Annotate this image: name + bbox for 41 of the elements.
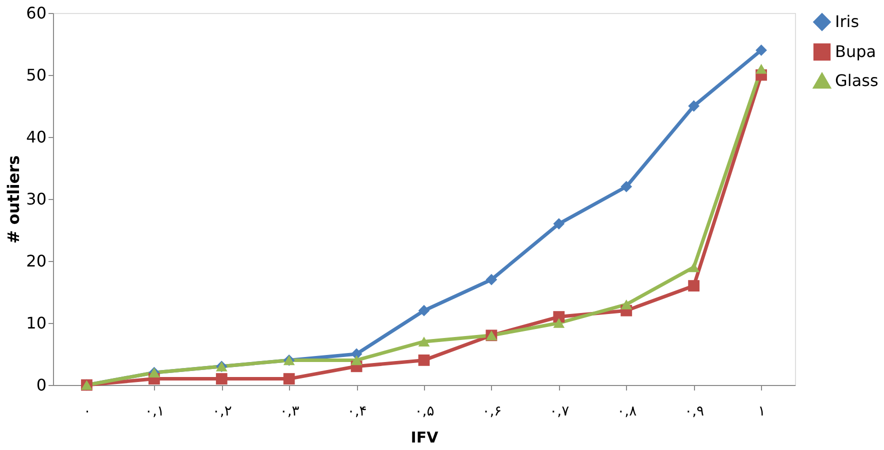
point: [350, 355, 362, 366]
point: [553, 311, 565, 322]
point: [688, 280, 700, 292]
point: [620, 299, 632, 310]
legend-label: Glass: [835, 71, 878, 90]
x-tick-label: ۰,۹: [684, 404, 704, 420]
y-tick-label: 30: [26, 190, 46, 208]
y-tick-label: 20: [26, 252, 46, 270]
y-tick-label: 50: [26, 66, 46, 84]
x-tick-label: ۰,۱: [144, 404, 164, 420]
point: [553, 318, 565, 328]
y-axis-title: # outliers: [4, 155, 24, 244]
point: [688, 100, 700, 112]
point: [756, 44, 767, 56]
x-tick-label: ۰,۳: [280, 404, 300, 420]
x-tick-label: ۰,۴: [347, 404, 367, 420]
point: [350, 348, 362, 360]
point: [418, 354, 430, 366]
x-tick-label: ۱: [758, 404, 766, 420]
point: [486, 274, 498, 286]
point: [620, 180, 632, 192]
point: [688, 262, 700, 272]
x-tick-label: ۰,۲: [212, 404, 232, 420]
x-tick-label: ۰,۶: [482, 404, 502, 420]
y-tick-label: 40: [26, 128, 46, 146]
legend-label: Bupa: [835, 42, 876, 61]
legend-label: Iris: [835, 12, 860, 31]
point: [553, 218, 565, 230]
x-tick-label: ۰: [83, 404, 91, 420]
point: [216, 373, 228, 384]
x-tick-label: ۰,۵: [414, 404, 434, 420]
y-tick-label: 10: [26, 314, 46, 332]
point: [418, 336, 430, 347]
x-tick-label: ۰,۸: [617, 404, 638, 420]
point: [756, 64, 767, 74]
x-axis-title: IFV: [410, 428, 439, 446]
point: [283, 373, 295, 384]
y-tick-label: 0: [36, 376, 46, 394]
x-tick-label: ۰,۷: [550, 404, 570, 420]
point: [418, 304, 430, 316]
y-tick-label: 60: [26, 4, 46, 22]
